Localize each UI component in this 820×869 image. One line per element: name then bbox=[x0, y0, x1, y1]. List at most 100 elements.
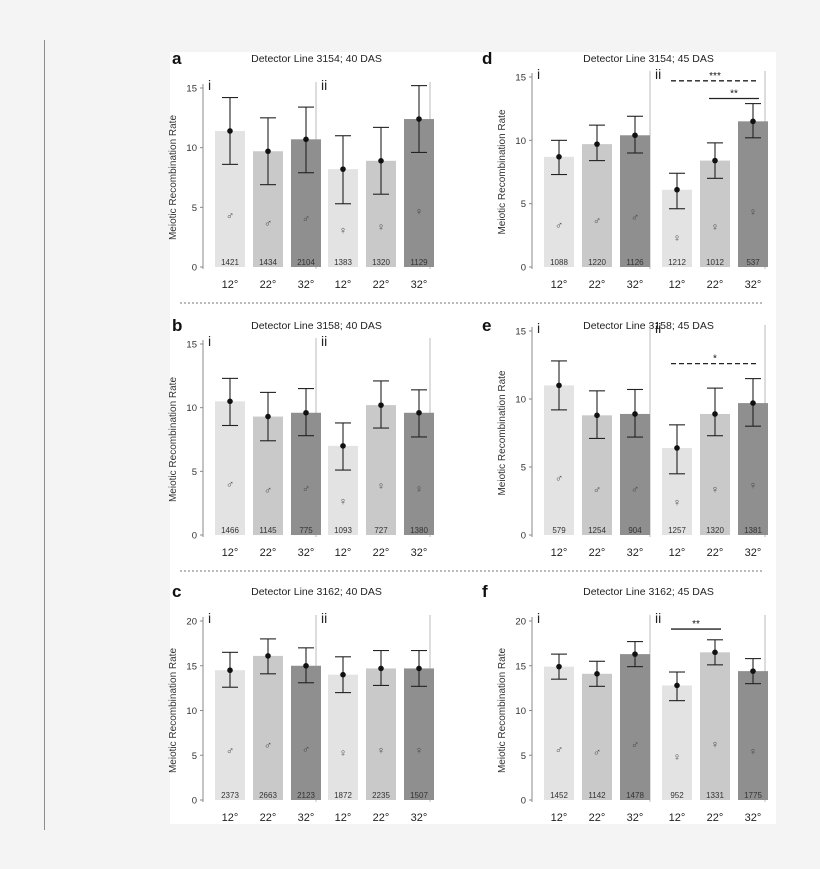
female-symbol-icon: ♀ bbox=[377, 745, 385, 757]
mean-point bbox=[674, 445, 680, 451]
panel-letter: c bbox=[172, 582, 181, 601]
sample-count-label: 1380 bbox=[410, 526, 428, 535]
bar bbox=[253, 655, 283, 800]
bar bbox=[582, 673, 612, 800]
y-axis-label: Meiotic Recombination Rate bbox=[497, 370, 508, 495]
sample-count-label: 1126 bbox=[626, 258, 644, 267]
female-symbol-icon: ♀ bbox=[749, 207, 757, 219]
y-tick-label: 5 bbox=[192, 751, 197, 762]
panel-title: Detector Line 3158; 45 DAS bbox=[583, 320, 714, 332]
female-symbol-icon: ♀ bbox=[339, 225, 347, 237]
group-label: ii bbox=[321, 77, 327, 93]
y-axis-label: Meiotic Recombination Rate bbox=[168, 648, 179, 773]
male-symbol-icon: ♂ bbox=[226, 210, 234, 222]
panel-a: a Detector Line 3154; 40 DAS Meiotic Recom… bbox=[168, 49, 434, 291]
y-tick-label: 0 bbox=[521, 263, 526, 274]
mean-point bbox=[632, 651, 638, 657]
y-axis-label: Meiotic Recombination Rate bbox=[497, 648, 508, 773]
group-label: ii bbox=[321, 333, 327, 349]
significance-label: *** bbox=[709, 71, 721, 82]
y-tick-label: 5 bbox=[521, 199, 526, 210]
panel-d: d Detector Line 3154; 45 DAS Meiotic Recom… bbox=[482, 49, 768, 291]
group-label: ii bbox=[321, 610, 327, 626]
male-symbol-icon: ♂ bbox=[555, 473, 563, 485]
sample-count-label: 1093 bbox=[334, 526, 352, 535]
female-symbol-icon: ♀ bbox=[377, 222, 385, 234]
x-tick-label: 32° bbox=[627, 279, 644, 291]
y-tick-label: 20 bbox=[186, 617, 197, 628]
bar bbox=[366, 668, 396, 800]
male-symbol-icon: ♂ bbox=[302, 484, 310, 496]
male-symbol-icon: ♂ bbox=[593, 485, 601, 497]
sample-count-label: 2373 bbox=[221, 791, 239, 800]
group-label: i bbox=[208, 77, 211, 93]
y-tick-label: 10 bbox=[186, 143, 197, 154]
mean-point bbox=[556, 663, 562, 670]
panel-title: Detector Line 3158; 40 DAS bbox=[251, 320, 382, 332]
y-tick-label: 15 bbox=[186, 340, 197, 351]
x-tick-label: 22° bbox=[373, 812, 390, 824]
mean-point bbox=[594, 671, 600, 677]
x-tick-label: 32° bbox=[745, 279, 762, 291]
panel-title: Detector Line 3162; 45 DAS bbox=[583, 586, 714, 598]
mean-point bbox=[265, 413, 271, 420]
mean-point bbox=[227, 398, 233, 405]
mean-point bbox=[416, 409, 422, 416]
mean-point bbox=[556, 154, 562, 160]
panel-letter: f bbox=[482, 582, 488, 601]
x-tick-label: 32° bbox=[298, 279, 315, 291]
group-label: i bbox=[537, 66, 540, 82]
y-tick-label: 15 bbox=[186, 661, 197, 672]
group-label: ii bbox=[655, 66, 661, 82]
x-tick-label: 32° bbox=[627, 547, 644, 559]
female-symbol-icon: ♀ bbox=[749, 746, 757, 758]
y-tick-label: 15 bbox=[515, 661, 526, 672]
mean-point bbox=[712, 411, 718, 417]
y-tick-label: 15 bbox=[515, 73, 526, 84]
x-tick-label: 22° bbox=[260, 812, 277, 824]
panel-title: Detector Line 3154; 45 DAS bbox=[583, 53, 714, 65]
mean-point bbox=[750, 118, 756, 125]
sample-count-label: 1012 bbox=[706, 258, 724, 267]
mean-point bbox=[416, 665, 422, 672]
bar bbox=[700, 652, 730, 800]
sample-count-label: 775 bbox=[299, 526, 313, 535]
sample-count-label: 1872 bbox=[334, 791, 352, 800]
female-symbol-icon: ♀ bbox=[377, 481, 385, 493]
x-tick-label: 22° bbox=[373, 547, 390, 559]
female-symbol-icon: ♀ bbox=[673, 751, 681, 763]
mean-point bbox=[750, 668, 756, 674]
mean-point bbox=[632, 411, 638, 417]
sample-count-label: 579 bbox=[552, 526, 566, 535]
sample-count-label: 1507 bbox=[410, 791, 428, 800]
sample-count-label: 1088 bbox=[550, 258, 568, 267]
x-tick-label: 12° bbox=[551, 812, 568, 824]
bar bbox=[328, 674, 358, 800]
panel-letter: a bbox=[172, 49, 182, 68]
x-tick-label: 12° bbox=[669, 547, 686, 559]
male-symbol-icon: ♂ bbox=[631, 740, 639, 752]
male-symbol-icon: ♂ bbox=[555, 744, 563, 756]
sample-count-label: 727 bbox=[374, 526, 388, 535]
group-label: ii bbox=[655, 610, 661, 626]
bar bbox=[404, 668, 434, 800]
x-tick-label: 12° bbox=[669, 812, 686, 824]
significance-label: ** bbox=[692, 619, 700, 630]
sample-count-label: 1129 bbox=[410, 258, 428, 267]
mean-point bbox=[340, 671, 346, 678]
x-tick-label: 12° bbox=[669, 279, 686, 291]
y-tick-label: 0 bbox=[521, 531, 526, 542]
y-tick-label: 5 bbox=[192, 467, 197, 478]
sample-count-label: 1220 bbox=[588, 258, 606, 267]
mean-point bbox=[378, 402, 384, 408]
male-symbol-icon: ♂ bbox=[226, 479, 234, 491]
y-tick-label: 5 bbox=[521, 751, 526, 762]
male-symbol-icon: ♂ bbox=[264, 740, 272, 752]
female-symbol-icon: ♀ bbox=[415, 745, 423, 757]
y-tick-label: 10 bbox=[186, 706, 197, 717]
sample-count-label: 1257 bbox=[668, 526, 686, 535]
x-tick-label: 12° bbox=[222, 547, 239, 559]
female-symbol-icon: ♀ bbox=[415, 484, 423, 496]
x-tick-label: 12° bbox=[222, 279, 239, 291]
